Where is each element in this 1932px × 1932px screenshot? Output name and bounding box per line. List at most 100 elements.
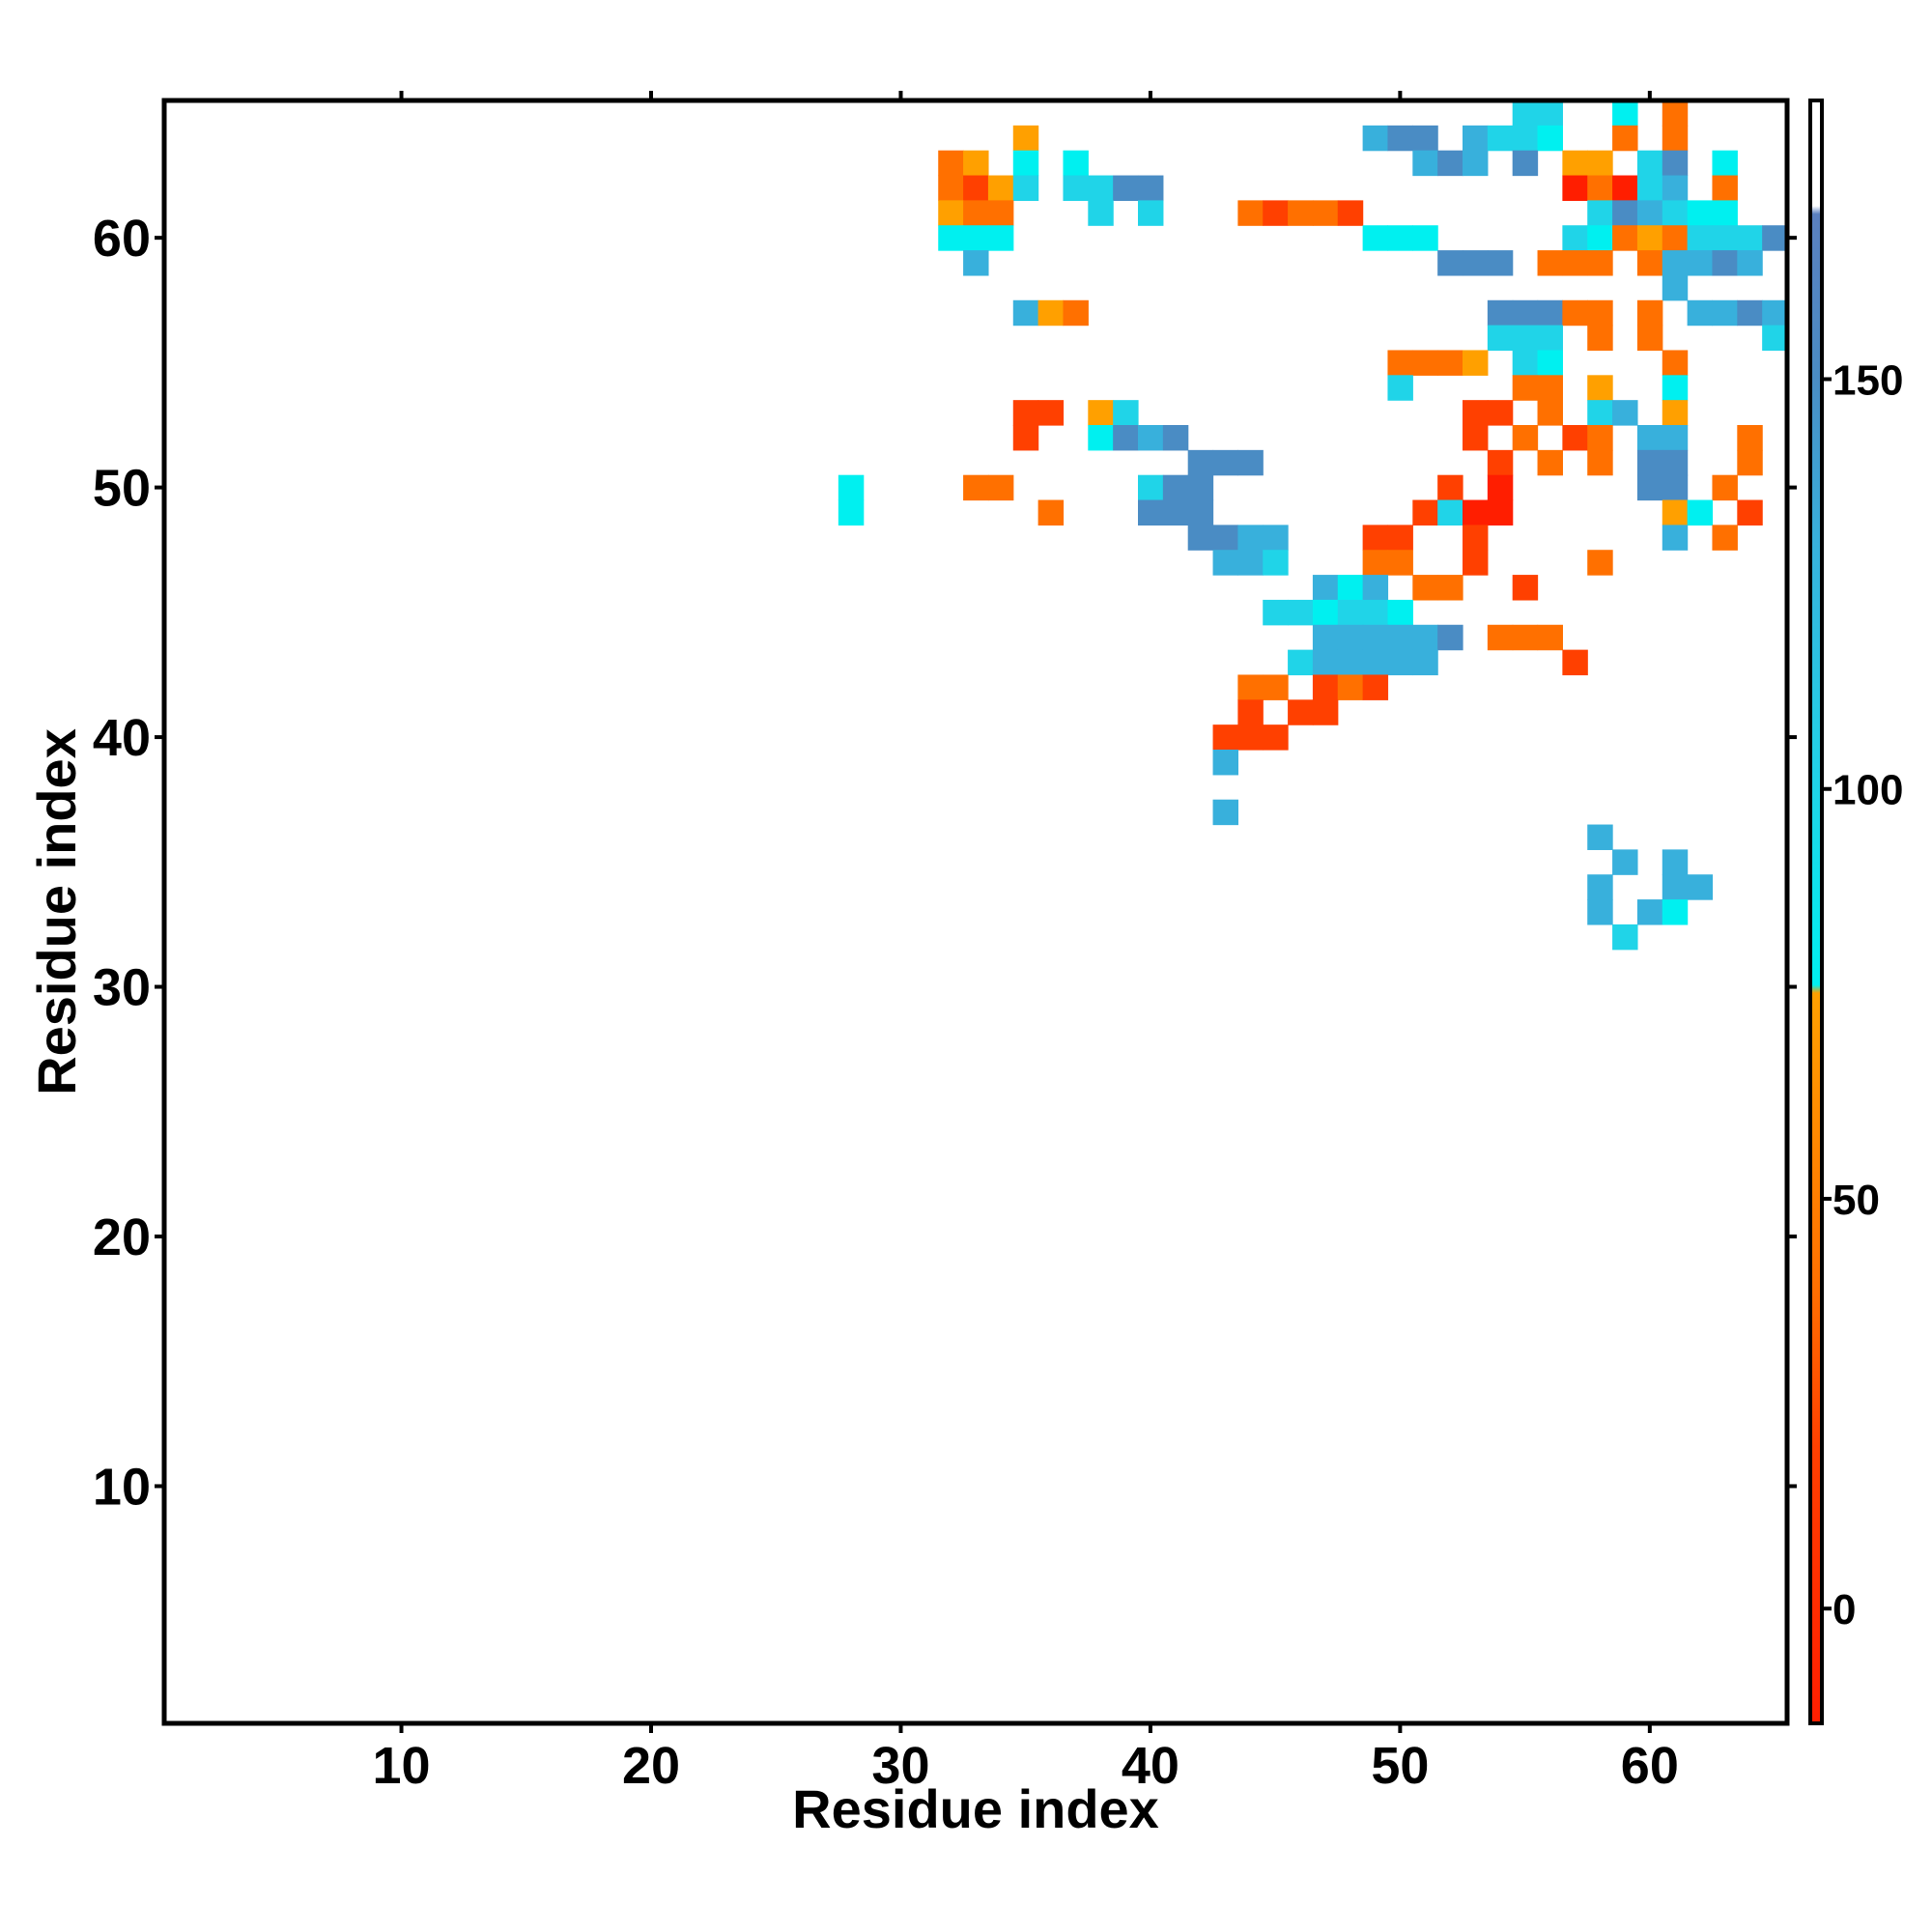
- heatmap-cell: [1312, 699, 1339, 725]
- heatmap-cell: [1387, 649, 1413, 676]
- heatmap-cell: [1712, 225, 1738, 251]
- heatmap-cell: [1463, 550, 1489, 576]
- heatmap-cell: [1312, 624, 1339, 651]
- heatmap-cell: [1387, 599, 1413, 626]
- heatmap-cell: [1562, 649, 1588, 676]
- heatmap-cell: [1537, 624, 1563, 651]
- heatmap-cell: [1612, 849, 1638, 875]
- heatmap-cell: [1737, 425, 1763, 451]
- heatmap-cell: [1636, 325, 1663, 352]
- heatmap-cell: [1312, 599, 1339, 626]
- heatmap-cell: [1562, 150, 1588, 177]
- heatmap-cell: [1662, 350, 1689, 376]
- heatmap-cell: [1362, 624, 1389, 651]
- heatmap-cell: [1587, 175, 1613, 201]
- heatmap-cell: [1337, 649, 1364, 676]
- heatmap-cell: [1487, 125, 1514, 152]
- heatmap-cell: [1662, 849, 1689, 875]
- heatmap-cell: [1512, 150, 1539, 177]
- heatmap-cell: [1587, 400, 1613, 426]
- heatmap-cell: [987, 225, 1014, 251]
- heatmap-cell: [1712, 150, 1738, 177]
- heatmap-cell: [1138, 474, 1164, 501]
- heatmap-cell: [1138, 175, 1164, 201]
- heatmap-cell: [1337, 200, 1364, 226]
- heatmap-cell: [1412, 624, 1438, 651]
- heatmap-cell: [1312, 674, 1339, 700]
- heatmap-cell: [987, 474, 1014, 501]
- heatmap-cell: [1712, 200, 1738, 226]
- heatmap-cell: [1463, 250, 1489, 276]
- heatmap-cell: [1412, 225, 1438, 251]
- heatmap-cell: [1587, 150, 1613, 177]
- heatmap-cell: [1587, 899, 1613, 925]
- heatmap-cells: [838, 100, 1788, 951]
- heatmap-cell: [1662, 225, 1689, 251]
- x-tick-label: 60: [1621, 1737, 1679, 1795]
- heatmap-cell: [938, 150, 964, 177]
- heatmap-cell: [1387, 525, 1413, 551]
- heatmap-cell: [1587, 225, 1613, 251]
- heatmap-cell: [938, 200, 964, 226]
- heatmap-cell: [1312, 575, 1339, 601]
- heatmap-cell: [1237, 550, 1264, 576]
- heatmap-cell: [1362, 225, 1389, 251]
- heatmap-cell: [1587, 449, 1613, 476]
- heatmap-cell: [1263, 200, 1289, 226]
- heatmap-cell: [1662, 425, 1689, 451]
- heatmap-cell: [1712, 525, 1738, 551]
- heatmap-cell: [1463, 400, 1489, 426]
- heatmap-cell: [1612, 225, 1638, 251]
- heatmap-cell: [1537, 400, 1563, 426]
- heatmap-cell: [1412, 649, 1438, 676]
- heatmap-cell: [987, 200, 1014, 226]
- heatmap-cell: [1263, 724, 1289, 751]
- heatmap-cell: [1512, 425, 1539, 451]
- heatmap-cell: [1587, 550, 1613, 576]
- heatmap-cell: [1412, 125, 1438, 152]
- heatmap-cell: [1237, 200, 1264, 226]
- heatmap-cell: [1437, 350, 1463, 376]
- heatmap-cell: [1512, 350, 1539, 376]
- heatmap-cell: [1362, 599, 1389, 626]
- heatmap-cell: [1537, 449, 1563, 476]
- heatmap-cell: [1612, 200, 1638, 226]
- heatmap-cell: [1636, 299, 1663, 327]
- heatmap-cell: [838, 474, 865, 501]
- heatmap-cell: [1012, 150, 1039, 177]
- heatmap-cell: [1636, 175, 1663, 201]
- heatmap-cell: [1636, 474, 1663, 501]
- heatmap-cell: [1587, 425, 1613, 451]
- y-tick-label: 50: [93, 460, 151, 518]
- heatmap-cell: [1412, 575, 1438, 601]
- heatmap-cell: [1088, 400, 1114, 426]
- heatmap-cell: [1636, 449, 1663, 476]
- x-axis-title: Residue index: [792, 1778, 1159, 1839]
- heatmap-cell: [1587, 375, 1613, 401]
- heatmap-cell: [1387, 624, 1413, 651]
- heatmap-cell: [1263, 674, 1289, 700]
- heatmap-cell: [1687, 499, 1714, 526]
- heatmap-cell: [1487, 499, 1514, 526]
- heatmap-cell: [1387, 125, 1413, 152]
- heatmap-cell: [1662, 200, 1689, 226]
- heatmap-cell: [1662, 150, 1689, 177]
- heatmap-cell: [1537, 250, 1563, 276]
- heatmap-cell: [1687, 250, 1714, 276]
- heatmap-cell: [1113, 400, 1139, 426]
- heatmap-cell: [1636, 225, 1663, 251]
- heatmap-cell: [1636, 200, 1663, 226]
- heatmap-cell: [1662, 899, 1689, 925]
- heatmap-cell: [1662, 874, 1689, 900]
- heatmap-cell: [1463, 125, 1489, 152]
- y-tick-label: 40: [93, 709, 151, 767]
- heatmap-cell: [1587, 299, 1613, 327]
- heatmap-cell: [1662, 274, 1689, 301]
- y-axis-ticks: 10 20 30 40 50 60: [93, 210, 1797, 1516]
- heatmap-cell: [1662, 125, 1689, 152]
- x-tick-label: 40: [1122, 1737, 1179, 1795]
- heatmap-cell: [1037, 299, 1065, 327]
- colorbar-tick-label: 0: [1833, 1586, 1856, 1634]
- heatmap-cell: [1537, 350, 1563, 376]
- y-axis-title: Residue index: [26, 728, 87, 1095]
